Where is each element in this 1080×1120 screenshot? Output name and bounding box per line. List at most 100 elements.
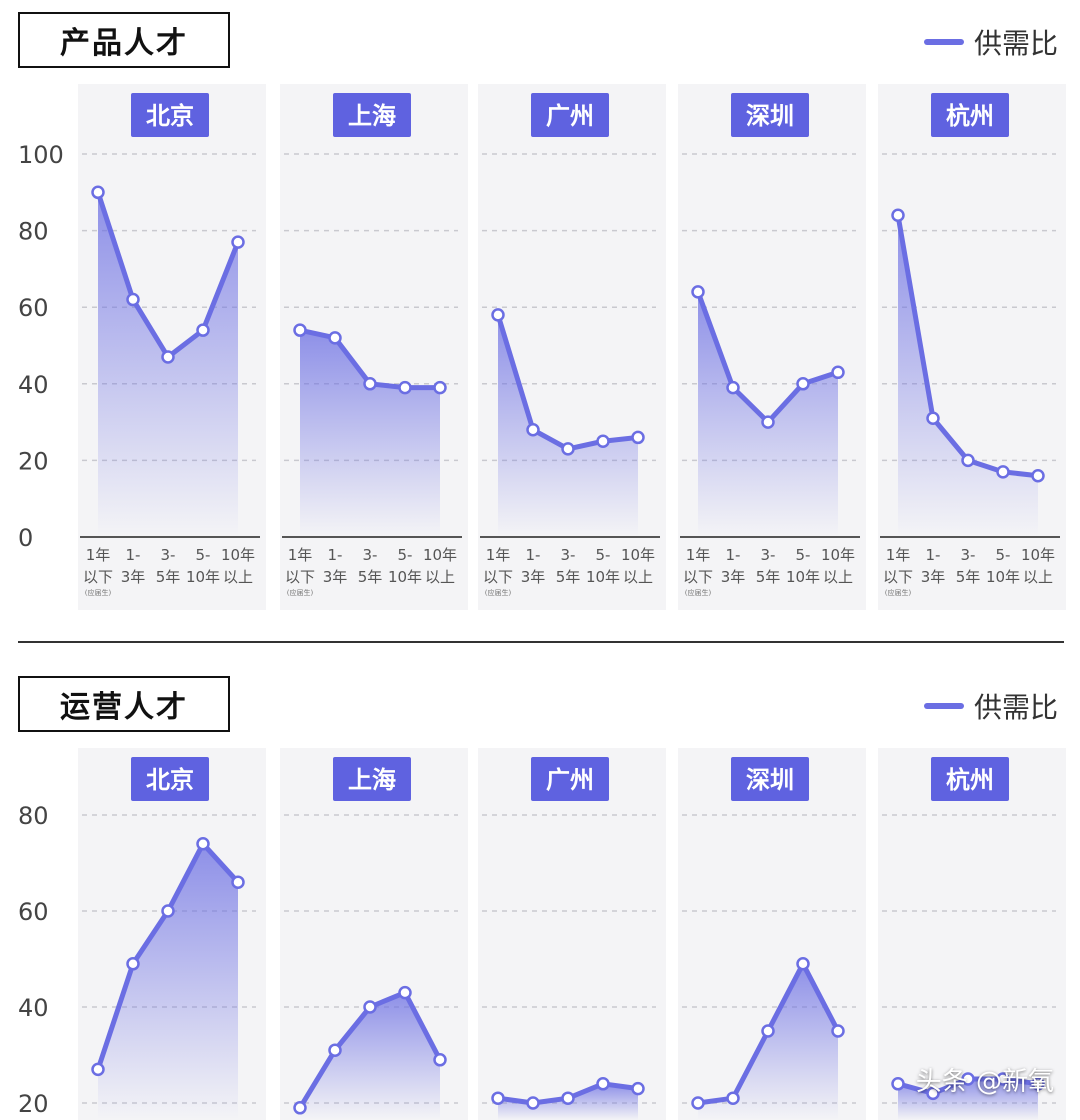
x-tick-label-line2: 10年 bbox=[186, 568, 220, 586]
data-point bbox=[526, 1096, 540, 1110]
data-point bbox=[293, 323, 307, 337]
data-point bbox=[126, 292, 140, 307]
x-tick-label-line2: 10年 bbox=[986, 568, 1020, 586]
series-area bbox=[300, 992, 440, 1120]
x-tick-label: 3- bbox=[363, 546, 378, 564]
data-point bbox=[796, 957, 810, 971]
series-area bbox=[698, 291, 838, 537]
data-point bbox=[796, 377, 810, 391]
x-tick-label: 1- bbox=[328, 546, 343, 564]
data-point bbox=[231, 875, 245, 889]
x-tick-label: 1年 bbox=[486, 546, 511, 564]
x-tick-label-line2: 5年 bbox=[756, 568, 781, 586]
x-tick-label: 10年 bbox=[621, 546, 655, 564]
data-point bbox=[961, 453, 975, 468]
data-point bbox=[328, 331, 342, 345]
data-point bbox=[1031, 468, 1045, 483]
data-point bbox=[596, 1077, 610, 1091]
data-point bbox=[761, 415, 775, 429]
series-area bbox=[300, 330, 440, 537]
x-tick-label: 3- bbox=[961, 546, 976, 564]
y-tick-label: 0 bbox=[18, 524, 33, 552]
data-point bbox=[726, 1091, 740, 1105]
data-point bbox=[596, 434, 610, 448]
x-tick-label: 1年 bbox=[288, 546, 313, 564]
series-4: 杭州 bbox=[891, 757, 1045, 1120]
x-tick-label: 1- bbox=[526, 546, 541, 564]
data-point bbox=[561, 1091, 575, 1105]
x-tick-label-line2: 以下 bbox=[83, 568, 113, 586]
data-point bbox=[91, 1062, 105, 1077]
series-0: 北京 bbox=[91, 757, 245, 1120]
series-area bbox=[98, 192, 238, 538]
city-badge bbox=[731, 93, 809, 137]
data-point bbox=[926, 411, 940, 426]
data-point bbox=[491, 308, 505, 322]
city-badge bbox=[731, 757, 809, 801]
legend-line-swatch bbox=[923, 703, 964, 709]
city-label: 深圳 bbox=[746, 102, 794, 130]
city-label: 上海 bbox=[348, 766, 396, 794]
x-tick-note: (应届生) bbox=[85, 588, 112, 597]
data-point bbox=[363, 1000, 377, 1014]
data-point bbox=[891, 208, 905, 223]
x-tick-label-line2: 3年 bbox=[721, 568, 746, 586]
chart-product-talent: 020406080100北京1年以下(应届生)1-3年3-5年5-10年10年以… bbox=[18, 84, 1066, 610]
y-tick-label: 100 bbox=[18, 141, 64, 169]
series-area bbox=[98, 843, 238, 1120]
x-tick-label: 10年 bbox=[221, 546, 255, 564]
y-tick-label: 60 bbox=[18, 294, 49, 322]
data-point bbox=[433, 380, 447, 395]
y-tick-label: 20 bbox=[18, 1090, 49, 1118]
city-badge bbox=[131, 93, 209, 137]
data-point bbox=[398, 985, 412, 1000]
data-point bbox=[398, 380, 412, 395]
legend-operations: 供需比 bbox=[923, 686, 1058, 726]
y-tick-label: 40 bbox=[18, 994, 49, 1022]
x-tick-label: 1- bbox=[126, 546, 141, 564]
x-tick-label: 3- bbox=[761, 546, 776, 564]
city-label: 杭州 bbox=[946, 102, 994, 130]
data-point bbox=[561, 442, 575, 456]
x-tick-label-line2: 以上 bbox=[823, 568, 853, 586]
series-area bbox=[898, 215, 1038, 537]
x-tick-label: 5- bbox=[996, 546, 1011, 564]
x-tick-label: 1年 bbox=[86, 546, 111, 564]
data-point bbox=[91, 185, 105, 200]
data-point bbox=[126, 957, 140, 971]
city-label: 深圳 bbox=[746, 766, 794, 794]
data-point bbox=[831, 365, 845, 380]
data-point bbox=[231, 235, 245, 249]
legend-label: 供需比 bbox=[973, 27, 1058, 60]
section-divider bbox=[18, 641, 1064, 643]
section-title-product: 产品人才 bbox=[18, 12, 230, 68]
city-label: 广州 bbox=[546, 102, 594, 130]
x-tick-label-line2: 5年 bbox=[956, 568, 981, 586]
data-point bbox=[761, 1024, 775, 1038]
x-tick-label-line2: 5年 bbox=[156, 568, 181, 586]
x-tick-label: 5- bbox=[796, 546, 811, 564]
x-tick-note: (应届生) bbox=[287, 588, 314, 597]
city-badge bbox=[333, 757, 411, 801]
city-label: 北京 bbox=[146, 102, 194, 130]
y-tick-label: 60 bbox=[18, 898, 49, 926]
series-area bbox=[498, 314, 638, 537]
x-tick-note: (应届生) bbox=[885, 588, 912, 597]
series-2: 广州 bbox=[491, 757, 645, 1120]
data-point bbox=[363, 377, 377, 391]
data-point bbox=[831, 1024, 845, 1038]
data-point bbox=[726, 380, 740, 395]
data-point bbox=[328, 1043, 342, 1057]
data-point bbox=[996, 1072, 1010, 1086]
x-tick-label-line2: 以下 bbox=[883, 568, 913, 586]
data-point bbox=[433, 1053, 447, 1067]
city-label: 北京 bbox=[146, 766, 194, 794]
x-tick-note: (应届生) bbox=[485, 588, 512, 597]
city-panel-bg bbox=[878, 748, 1066, 1120]
x-tick-label: 5- bbox=[398, 546, 413, 564]
legend-product: 供需比 bbox=[923, 22, 1058, 62]
data-point bbox=[691, 1096, 705, 1110]
x-tick-label: 1年 bbox=[886, 546, 911, 564]
data-point bbox=[196, 837, 210, 851]
